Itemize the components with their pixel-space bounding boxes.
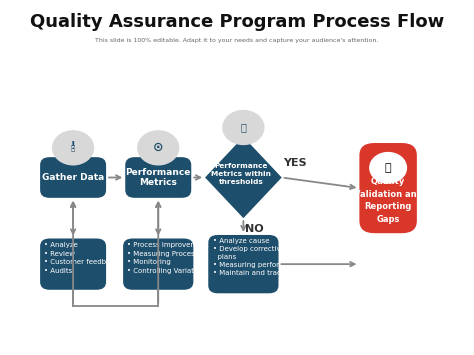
Text: This slide is 100% editable. Adapt it to your needs and capture your audience's : This slide is 100% editable. Adapt it to… — [95, 38, 379, 43]
Text: Performance
Metrics: Performance Metrics — [126, 168, 191, 187]
FancyBboxPatch shape — [123, 239, 193, 290]
Text: ⬛: ⬛ — [71, 144, 75, 151]
Circle shape — [223, 110, 264, 144]
FancyBboxPatch shape — [359, 143, 417, 233]
Text: • Process Improvement
• Measuring Process
• Monitoring
• Controlling Variations: • Process Improvement • Measuring Proces… — [128, 242, 209, 274]
Text: YES: YES — [283, 158, 306, 168]
Text: Performance
Metrics within
thresholds: Performance Metrics within thresholds — [211, 163, 271, 185]
Circle shape — [370, 153, 406, 183]
Text: !: ! — [71, 141, 75, 151]
Circle shape — [53, 131, 93, 165]
FancyBboxPatch shape — [125, 157, 191, 198]
FancyBboxPatch shape — [40, 157, 106, 198]
Polygon shape — [205, 137, 282, 218]
Text: ⊙: ⊙ — [153, 141, 164, 154]
Text: NO: NO — [245, 224, 264, 234]
Text: 🎯: 🎯 — [385, 163, 392, 173]
Text: • Analyze
• Review
• Customer feedback
• Audits: • Analyze • Review • Customer feedback •… — [45, 242, 118, 274]
Text: Quality
Validation and
Reporting
Gaps: Quality Validation and Reporting Gaps — [354, 177, 422, 224]
Text: Quality Assurance Program Process Flow: Quality Assurance Program Process Flow — [30, 13, 444, 31]
Circle shape — [138, 131, 179, 165]
Text: Gather Data: Gather Data — [42, 173, 104, 182]
Text: • Analyze cause
• Develop corrective action
  plans
• Measuring performance
• Ma: • Analyze cause • Develop corrective act… — [212, 239, 308, 277]
Text: 📊: 📊 — [240, 122, 246, 132]
FancyBboxPatch shape — [208, 235, 279, 293]
FancyBboxPatch shape — [40, 239, 106, 290]
